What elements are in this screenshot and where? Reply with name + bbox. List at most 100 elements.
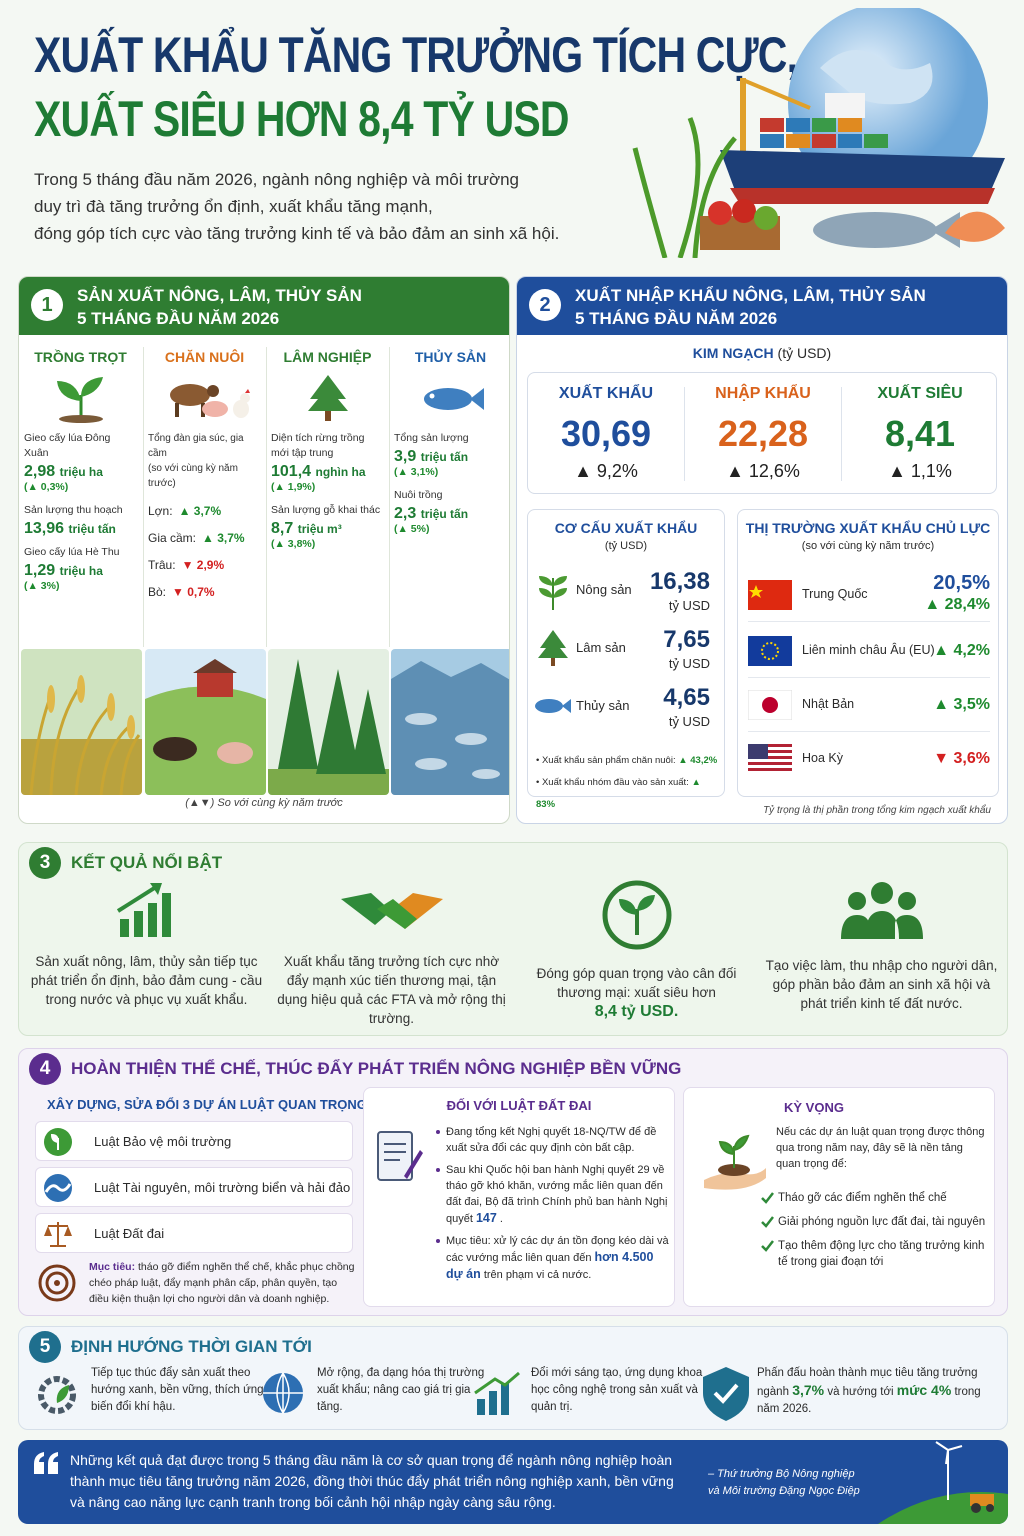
section-title: HOÀN THIỆN THỂ CHẾ, THÚC ĐẨY PHÁT TRIỂN … — [71, 1059, 682, 1078]
column-title: XÂY DỰNG, SỬA ĐỔI 3 DỰ ÁN LUẬT QUAN TRỌN… — [47, 1097, 367, 1112]
change: (▲ 5%) — [394, 523, 430, 535]
value: 30,69 — [560, 413, 652, 454]
text: Xuất khẩu tăng trưởng tích cực nhờ đẩy m… — [274, 952, 509, 1028]
change: (▲ 3,1%) — [394, 466, 439, 478]
market-name: Nhật Bản — [802, 697, 855, 711]
stat-value: 1,29 triệu ha — [24, 563, 137, 579]
market-name: Trung Quốc — [802, 587, 868, 601]
text-part: mức 4% — [896, 1382, 952, 1398]
change: ▲ 28,4% — [924, 596, 990, 613]
intro-line: duy trì đà tăng trưởng ổn định, xuất khẩ… — [34, 197, 433, 216]
unit: tỷ USD — [668, 714, 710, 729]
change: ▲ 9,2% — [574, 461, 638, 481]
change: ▲ 1,1% — [888, 461, 952, 481]
value: 13,96 — [24, 520, 65, 537]
title-line: XUẤT KHẨU TĂNG TRƯỞNG TÍCH CỰC, — [34, 27, 798, 83]
caption: KIM NGẠCH — [692, 345, 774, 361]
field-illustration — [878, 1441, 1008, 1524]
goal: Mục tiêu: tháo gỡ điểm nghẽn thể chế, kh… — [89, 1259, 357, 1307]
change: (▲ 3,8%) — [271, 538, 316, 550]
change: ▼ 3,6% — [933, 750, 990, 767]
expectation-intro: Nếu các dự án luật quan trọng được thông… — [776, 1126, 985, 1170]
unit: triệu ha — [59, 564, 103, 578]
check-text: Tháo gỡ các điểm nghẽn thể chế — [778, 1192, 947, 1204]
column-title: KỲ VỌNG — [784, 1100, 844, 1115]
change-row: Gia cầm: ▲ 3,7% — [148, 531, 261, 545]
turnover-cell: XUẤT KHẨU 30,69 ▲ 9,2% — [528, 385, 684, 482]
stat-item: Tổng sản lượng 3,9 triệu tấn (▲ 3,1%) — [394, 431, 507, 480]
section-title: ĐỊNH HƯỚNG THỜI GIAN TỚI — [71, 1337, 312, 1356]
unit: triệu m³ — [297, 522, 342, 536]
section-number: 5 — [29, 1331, 61, 1363]
stat-label: Nuôi trồng — [394, 489, 443, 501]
structure-notes: • Xuất khẩu sản phẩm chăn nuôi: ▲ 43,2% •… — [536, 750, 722, 816]
highlight-item: Tạo việc làm, thu nhập cho người dân, gó… — [764, 879, 999, 1013]
text-part: Sản xuất nông, lâm, thủy sản tiếp tục ph… — [30, 954, 263, 1007]
label: • Xuất khẩu nhóm đầu vào sản xuất: — [536, 777, 689, 788]
goal-text: tháo gỡ điểm nghẽn thể chế, khắc phục ch… — [89, 1261, 355, 1305]
law-item: Luật Bảo vệ môi trường — [35, 1121, 353, 1161]
structure-row: Nông sản 16,38 tỷ USD — [528, 562, 724, 620]
growth-icon — [116, 883, 171, 937]
panel-subtitle: (so với cùng kỳ năm trước) — [801, 540, 935, 552]
flag-eu — [748, 636, 792, 666]
text: Mở rộng, đa dạng hóa thị trường xuất khẩ… — [317, 1365, 492, 1416]
flag-china — [748, 580, 792, 610]
structure-panel: CƠ CẤU XUẤT KHẨU (tỷ USD) Nông sản 16,38 t… — [527, 509, 725, 810]
people-icon — [840, 882, 923, 939]
tree-icon — [538, 630, 568, 666]
stat-item: Diện tích rừng trồng mới tập trung 101,4 … — [271, 431, 384, 495]
market-row: Nhật Bản ▲ 3,5% — [748, 680, 990, 732]
chart-icon — [474, 1371, 520, 1415]
share: 20,5% — [933, 572, 990, 594]
section-number: 4 — [29, 1053, 61, 1085]
structure-row: Thủy sản 4,65 tỷ USD — [528, 678, 724, 736]
section-title: KẾT QUẢ NỔI BẬT — [71, 853, 223, 872]
turnover-cell: NHẬP KHẨU 22,28 ▲ 12,6% — [685, 385, 841, 482]
text: Tạo việc làm, thu nhập cho người dân, gó… — [764, 956, 999, 1013]
column-title: LÂM NGHIỆP — [283, 349, 372, 365]
market-row: Trung Quốc 20,5% ▲ 28,4% — [748, 570, 990, 622]
stat-label: Gieo cấy lúa Hè Thu — [24, 546, 120, 558]
forestry-column: LÂM NGHIỆP Diện tích rừng trồng mới tập … — [266, 339, 389, 789]
text-part: trên phạm vi cả nước. — [483, 1269, 592, 1281]
seedling-hand-icon — [704, 1134, 766, 1190]
check-icon — [761, 1192, 774, 1204]
balance-icon — [602, 880, 671, 950]
outlook-item: Mở rộng, đa dạng hóa thị trường xuất khẩ… — [259, 1365, 499, 1425]
env-icon — [44, 1128, 72, 1156]
bullet: Đang tổng kết Nghị quyết 18-NQ/TW để đề … — [434, 1124, 670, 1156]
text: Phấn đấu hoàn thành mục tiêu tăng trưởng… — [757, 1365, 987, 1418]
unit: tỷ USD — [668, 598, 710, 613]
stat-value: 3,9 triệu tấn — [394, 449, 507, 465]
quote-panel: Những kết quả đạt được trong 5 tháng đầu… — [18, 1440, 1008, 1524]
structure-row: Lâm sản 7,65 tỷ USD — [528, 620, 724, 678]
market-row: Hoa Kỳ ▼ 3,6% — [748, 734, 990, 786]
quote-mark — [34, 1452, 58, 1474]
section-title: 5 THÁNG ĐẦU NĂM 2026 — [77, 309, 280, 328]
value: 8,41 — [884, 413, 956, 454]
highlight-item: Đóng góp quan trọng vào cân đối thương m… — [519, 879, 754, 1021]
law-name: Luật Đất đai — [94, 1226, 165, 1241]
text: Đóng góp quan trọng vào cân đối thương m… — [519, 964, 754, 1021]
note-row: • Xuất khẩu sản phẩm chăn nuôi: ▲ 43,2% — [536, 750, 722, 772]
section-title: 5 THÁNG ĐẦU NĂM 2026 — [575, 309, 778, 328]
change: ▲ 83% — [536, 777, 701, 810]
value: 7,65 — [663, 626, 710, 653]
unit: triệu tấn — [420, 450, 469, 464]
check-item: Tạo thêm động lực cho tăng trưởng kinh t… — [758, 1238, 988, 1270]
footnote: Tỷ trọng là thị phần trong tổng kim ngạc… — [763, 805, 991, 816]
change: ▲ 12,6% — [726, 461, 800, 481]
change: (▲ 0,3%) — [24, 481, 69, 493]
fish-icon — [423, 388, 484, 410]
label: Nông sản — [576, 582, 632, 597]
author-line: và Môi trường Đặng Ngọc Điệp — [708, 1485, 860, 1497]
text-part: Tạo việc làm, thu nhập cho người dân, gó… — [765, 958, 998, 1011]
shield-icon — [703, 1367, 749, 1421]
stat-label: Gieo cấy lúa Đông Xuân — [24, 432, 111, 459]
check-item: Tháo gỡ các điểm nghẽn thể chế — [758, 1190, 988, 1206]
text-part: Đóng góp quan trọng vào cân đối thương m… — [536, 966, 737, 1000]
item-list: Diện tích rừng trồng mới tập trung 101,4 … — [271, 431, 384, 552]
divider — [266, 347, 267, 647]
panel-title: THỊ TRƯỜNG XUẤT KHẨU CHỦ LỰC — [745, 520, 991, 536]
